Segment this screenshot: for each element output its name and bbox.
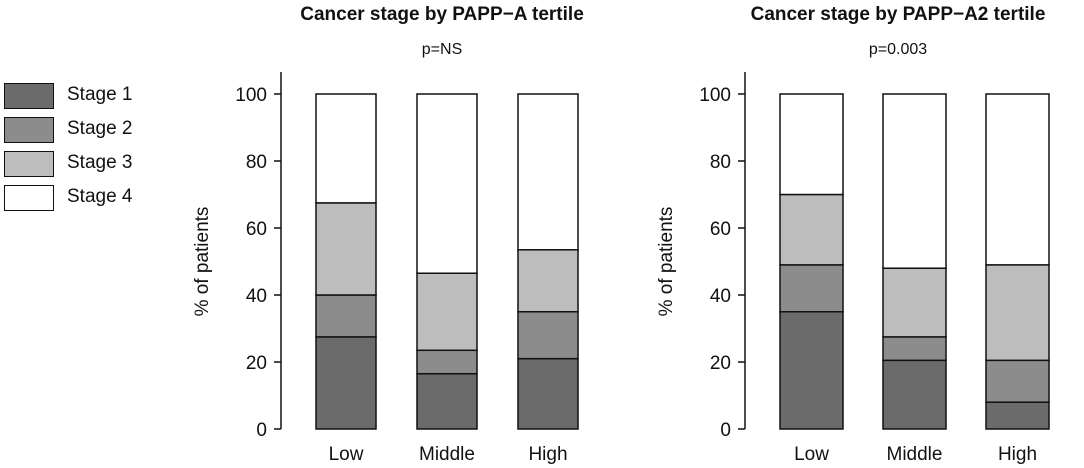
bar-middle-stage-2: [882, 336, 947, 362]
bar-middle-stage-1: [416, 372, 478, 430]
chart-title: Cancer stage by PAPP−A tertile: [300, 4, 584, 25]
bar-low-stage-4: [779, 93, 844, 196]
legend-swatch-stage-4: [4, 185, 54, 211]
bar-high-stage-3: [985, 264, 1050, 362]
bar-middle-stage-1: [882, 359, 947, 430]
bar-low-stage-1: [779, 311, 844, 430]
bar-low-stage-2: [315, 294, 377, 338]
y-tick-label: 100: [699, 85, 731, 106]
y-tick-label: 40: [710, 286, 731, 307]
y-axis-label: % of patients: [656, 207, 677, 317]
x-tick-label: Middle: [419, 444, 475, 465]
chart-subtitle: p=0.003: [869, 41, 927, 58]
bar-high-stage-3: [517, 249, 579, 313]
y-tick-label: 20: [246, 353, 267, 374]
chart-1: Cancer stage by PAPP−A tertile p=NS 0 20 40 6…: [192, 4, 584, 465]
x-tick-label: High: [528, 444, 567, 465]
legend-item-stage-2: Stage 2: [4, 114, 154, 148]
bar-high-stage-1: [517, 357, 579, 430]
y-tick-label: 80: [246, 152, 267, 173]
y-tick-label: 80: [710, 152, 731, 173]
bar-middle-stage-4: [416, 93, 478, 274]
y-tick-label: 60: [246, 219, 267, 240]
y-tick-label: 40: [246, 286, 267, 307]
legend-label-stage-2: Stage 2: [67, 118, 133, 139]
chart-2: Cancer stage by PAPP−A2 tertile p=0.003 0 2…: [656, 4, 1050, 465]
y-tick-label: 0: [256, 420, 267, 441]
legend-label-stage-4: Stage 4: [67, 186, 133, 207]
legend-item-stage-3: Stage 3: [4, 148, 154, 182]
bar-middle-stage-3: [416, 272, 478, 352]
y-tick-label: 0: [720, 420, 731, 441]
x-tick-label: Low: [794, 444, 829, 465]
legend-label-stage-1: Stage 1: [67, 84, 133, 105]
x-tick-label: Middle: [887, 444, 943, 465]
bar-low-stage-1: [315, 336, 377, 430]
y-tick-label: 100: [235, 85, 267, 106]
y-axis-label: % of patients: [192, 207, 213, 317]
legend-label-stage-3: Stage 3: [67, 152, 133, 173]
legend-swatch-stage-2: [4, 117, 54, 143]
legend-swatch-stage-1: [4, 83, 54, 109]
bar-high-stage-1: [985, 401, 1050, 430]
bar-low-stage-3: [779, 193, 844, 266]
chart-title: Cancer stage by PAPP−A2 tertile: [751, 4, 1046, 25]
bar-low-stage-3: [315, 202, 377, 296]
legend-item-stage-4: Stage 4: [4, 182, 154, 216]
bar-high-stage-4: [985, 93, 1050, 266]
y-tick-label: 20: [710, 353, 731, 374]
x-tick-label: Low: [329, 444, 364, 465]
legend-item-stage-1: Stage 1: [4, 80, 154, 114]
bar-middle-stage-3: [882, 267, 947, 338]
bar-middle-stage-2: [416, 349, 478, 375]
legend-swatch-stage-3: [4, 151, 54, 177]
chart-subtitle: p=NS: [422, 41, 462, 58]
bar-high-stage-2: [517, 311, 579, 360]
bar-low-stage-2: [779, 264, 844, 313]
legend: Stage 1 Stage 2 Stage 3 Stage 4: [4, 80, 154, 216]
y-tick-label: 60: [710, 219, 731, 240]
bar-high-stage-4: [517, 93, 579, 251]
bar-low-stage-4: [315, 93, 377, 204]
x-tick-label: High: [998, 444, 1037, 465]
bar-middle-stage-4: [882, 93, 947, 269]
bar-high-stage-2: [985, 359, 1050, 403]
